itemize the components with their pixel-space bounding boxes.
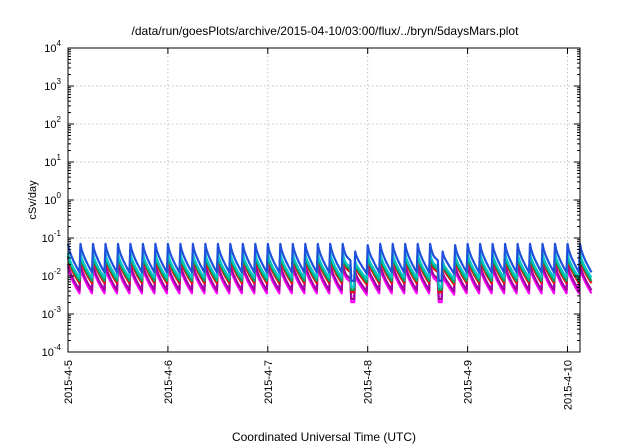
y-tick-label: 102: [44, 115, 61, 131]
y-tick-label: 10-2: [42, 267, 62, 283]
series-line-6: [66, 242, 593, 283]
y-axis-label: cSv/day: [27, 180, 39, 220]
series-layer: [66, 242, 593, 304]
x-tick-label: 2015-4-6: [163, 360, 175, 404]
y-tick-label: 103: [44, 77, 61, 93]
x-tick-label: 2015-4-7: [263, 360, 275, 404]
x-tick-label: 2015-4-5: [63, 360, 75, 404]
y-tick-label: 100: [44, 191, 61, 207]
y-tick-label: 10-3: [42, 305, 62, 321]
y-tick-label: 101: [44, 153, 61, 169]
chart-title: /data/run/goesPlots/archive/2015-04-10/0…: [132, 24, 520, 38]
x-axis-label: Coordinated Universal Time (UTC): [232, 430, 416, 444]
y-tick-label: 104: [44, 39, 61, 55]
x-tick-label: 2015-4-8: [363, 360, 375, 404]
grid: [68, 48, 580, 352]
y-tick-label: 10-4: [42, 343, 62, 359]
y-tick-label: 10-1: [42, 229, 62, 245]
x-tick-label: 2015-4-9: [463, 360, 475, 404]
x-tick-label: 2015-4-10: [563, 360, 575, 410]
axes: 10-4 10-3 10-2 10-1 100 101 102 103 104 2015-4-5 2…: [42, 39, 580, 410]
